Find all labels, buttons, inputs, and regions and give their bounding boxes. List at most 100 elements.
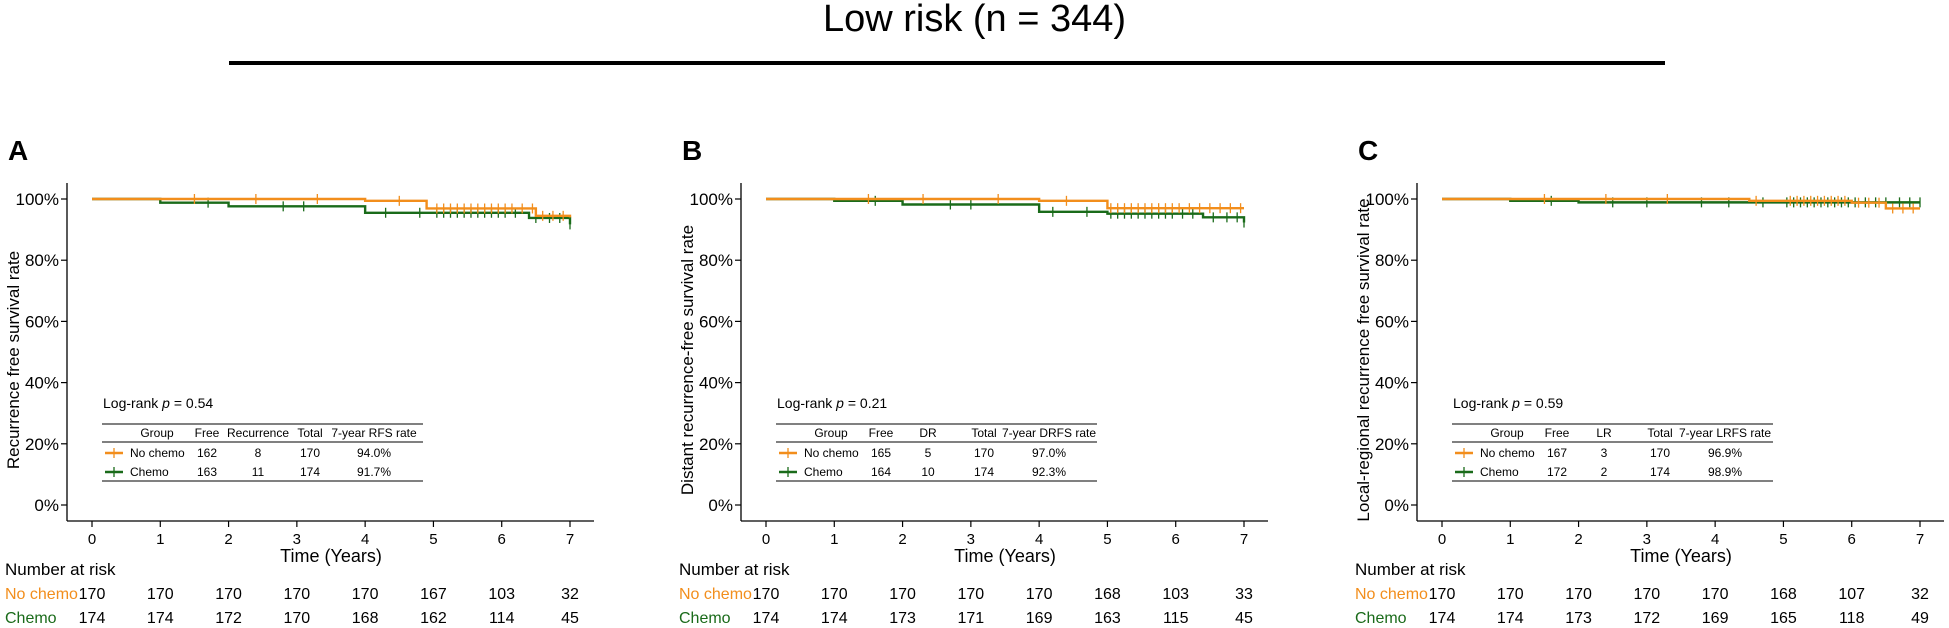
logrank-value: = 0.54	[170, 395, 213, 411]
logrank-prefix: Log-rank	[777, 395, 836, 411]
x-tick-label: 2	[224, 531, 232, 548]
table-cell-total: 170	[974, 446, 994, 460]
x-tick-label: 4	[1711, 531, 1719, 548]
at-risk-value: 170	[1429, 586, 1456, 603]
at-risk-value: 173	[1565, 610, 1592, 627]
at-risk-heading: Number at risk	[1355, 560, 1466, 579]
km-curve-no-chemo	[1442, 197, 1920, 210]
x-tick-label: 3	[293, 531, 301, 548]
table-cell-free: 167	[1547, 446, 1567, 460]
at-risk-value: 49	[1911, 610, 1929, 627]
at-risk-value: 174	[1497, 610, 1524, 627]
y-tick-label: 0%	[708, 496, 733, 515]
logrank-annotation: Log-rank p = 0.21	[777, 395, 887, 411]
at-risk-value: 114	[489, 610, 515, 627]
at-risk-value: 167	[420, 586, 447, 603]
at-risk-value: 170	[1565, 586, 1592, 603]
at-risk-value: 170	[821, 586, 848, 603]
at-risk-value: 168	[352, 610, 379, 627]
y-tick-label: 60%	[1375, 312, 1409, 331]
table-cell-group: Chemo	[804, 465, 843, 479]
at-risk-value: 170	[1026, 586, 1053, 603]
at-risk-value: 170	[284, 586, 311, 603]
table-header-free: Free	[869, 426, 894, 440]
at-risk-value: 170	[753, 586, 780, 603]
x-tick-label: 6	[1848, 531, 1856, 548]
table-header-group: Group	[140, 426, 174, 440]
at-risk-value: 170	[79, 586, 106, 603]
x-tick-label: 1	[1506, 531, 1514, 548]
at-risk-value: 45	[1235, 610, 1253, 627]
y-tick-label: 40%	[699, 374, 733, 393]
panel-label: B	[682, 135, 702, 166]
panel-c: C 0% 20% 40% 60% 80% 100% 0 1 2 3 4 5 6 7 Time (Years) L…	[1354, 135, 1944, 627]
panel-label: C	[1358, 135, 1378, 166]
table-cell-total: 170	[300, 446, 320, 460]
at-risk-value: 170	[889, 586, 916, 603]
at-risk-value: 103	[1162, 586, 1189, 603]
at-risk-heading: Number at risk	[679, 560, 790, 579]
panel-label: A	[8, 135, 28, 166]
x-tick-label: 1	[830, 531, 838, 548]
y-tick-label: 100%	[1366, 190, 1409, 209]
table-cell-event: 10	[921, 465, 935, 479]
table-cell-group: No chemo	[1480, 446, 1535, 460]
y-axis-title: Local-regional recurrence free survival …	[1354, 198, 1373, 521]
at-risk-value: 170	[1634, 586, 1661, 603]
table-header-rate: 7-year RFS rate	[331, 426, 417, 440]
y-tick-label: 100%	[16, 190, 59, 209]
y-tick-label: 100%	[690, 190, 733, 209]
table-cell-event: 2	[1601, 465, 1608, 479]
figure-title: Low risk (n = 344)	[822, 0, 1127, 40]
km-curve-no-chemo	[766, 197, 1244, 210]
at-risk-value: 173	[889, 610, 916, 627]
at-risk-group-label: No chemo	[679, 586, 752, 603]
at-risk-group-label: Chemo	[5, 610, 57, 627]
y-axis-title: Distant recurrence-free survival rate	[678, 225, 697, 495]
y-tick-label: 80%	[25, 251, 59, 270]
y-tick-label: 80%	[699, 251, 733, 270]
table-header-total: Total	[971, 426, 996, 440]
x-tick-label: 5	[1103, 531, 1111, 548]
km-curve-chemo	[766, 197, 1246, 223]
table-cell-group: Chemo	[130, 465, 169, 479]
logrank-value: = 0.59	[1520, 395, 1563, 411]
x-tick-label: 7	[566, 531, 574, 548]
x-tick-label: 1	[156, 531, 164, 548]
table-cell-total: 174	[1650, 465, 1670, 479]
x-tick-label: 5	[1779, 531, 1787, 548]
x-tick-label: 3	[1643, 531, 1651, 548]
table-header-group: Group	[1490, 426, 1524, 440]
at-risk-heading: Number at risk	[5, 560, 116, 579]
table-header-event: LR	[1596, 426, 1612, 440]
x-tick-label: 6	[498, 531, 506, 548]
logrank-p: p	[1511, 395, 1520, 411]
at-risk-value: 162	[420, 610, 447, 627]
x-tick-label: 6	[1172, 531, 1180, 548]
km-curve-no-chemo	[92, 197, 572, 218]
at-risk-value: 174	[79, 610, 106, 627]
x-tick-label: 7	[1240, 531, 1248, 548]
table-cell-free: 162	[197, 446, 217, 460]
at-risk-group-label: Chemo	[1355, 610, 1407, 627]
at-risk-value: 171	[958, 610, 985, 627]
table-cell-free: 165	[871, 446, 891, 460]
table-header-free: Free	[195, 426, 220, 440]
at-risk-group-label: No chemo	[5, 586, 78, 603]
at-risk-value: 163	[1094, 610, 1121, 627]
at-risk-value: 168	[1094, 586, 1121, 603]
x-tick-label: 0	[1438, 531, 1446, 548]
at-risk-value: 170	[215, 586, 242, 603]
at-risk-value: 170	[1497, 586, 1524, 603]
y-tick-label: 0%	[1384, 496, 1409, 515]
y-tick-label: 40%	[25, 374, 59, 393]
y-tick-label: 40%	[1375, 374, 1409, 393]
at-risk-value: 170	[958, 586, 985, 603]
table-cell-total: 174	[300, 465, 320, 479]
table-cell-group: Chemo	[1480, 465, 1519, 479]
at-risk-value: 107	[1838, 586, 1865, 603]
x-tick-label: 7	[1916, 531, 1924, 548]
table-cell-rate: 97.0%	[1032, 446, 1066, 460]
